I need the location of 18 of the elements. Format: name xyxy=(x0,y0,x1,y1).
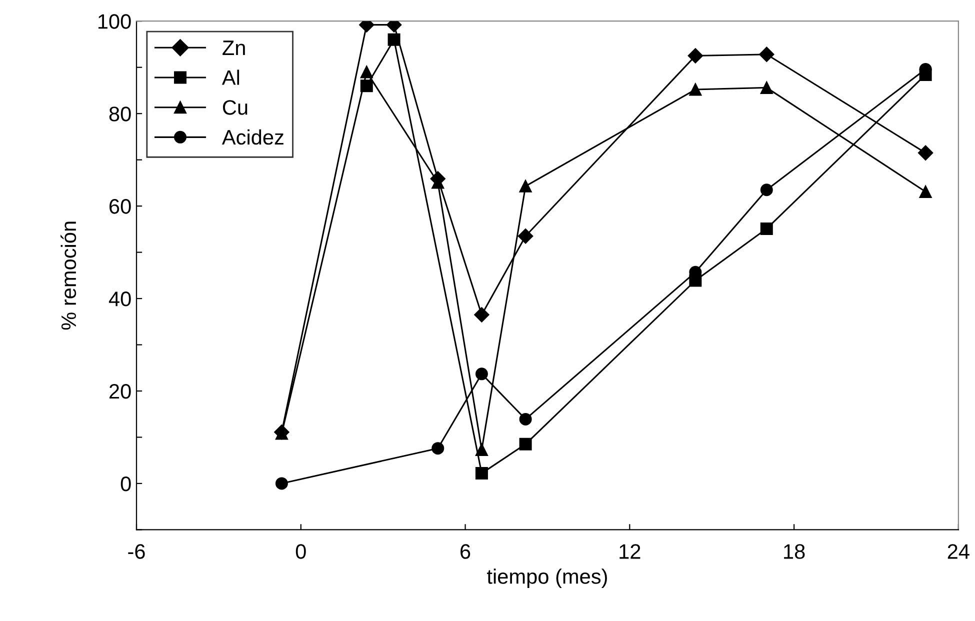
y-tick-label: 20 xyxy=(110,384,131,399)
y-tick-label: 80 xyxy=(109,106,131,122)
x-axis-title: tiempo (mes) xyxy=(487,568,607,588)
y-tick-label: 100 xyxy=(98,14,131,29)
x-tick-label: 18 xyxy=(784,544,805,559)
y-tick-label: 0 xyxy=(120,476,131,492)
legend-label: Zn xyxy=(222,40,245,55)
x-tick-label: 12 xyxy=(620,544,640,559)
y-axis-title: % remoción xyxy=(60,222,76,330)
y-tick-label: 60 xyxy=(110,199,131,214)
legend-label: Al xyxy=(222,70,240,85)
x-tick-label: 6 xyxy=(460,544,470,559)
y-tick-label: 40 xyxy=(108,292,131,306)
legend-label: Acidez xyxy=(222,129,284,145)
legend-label: Cu xyxy=(222,100,248,115)
x-tick-label: 0 xyxy=(296,544,306,559)
x-tick-label: -6 xyxy=(128,544,145,559)
x-tick-label: 24 xyxy=(948,544,970,559)
